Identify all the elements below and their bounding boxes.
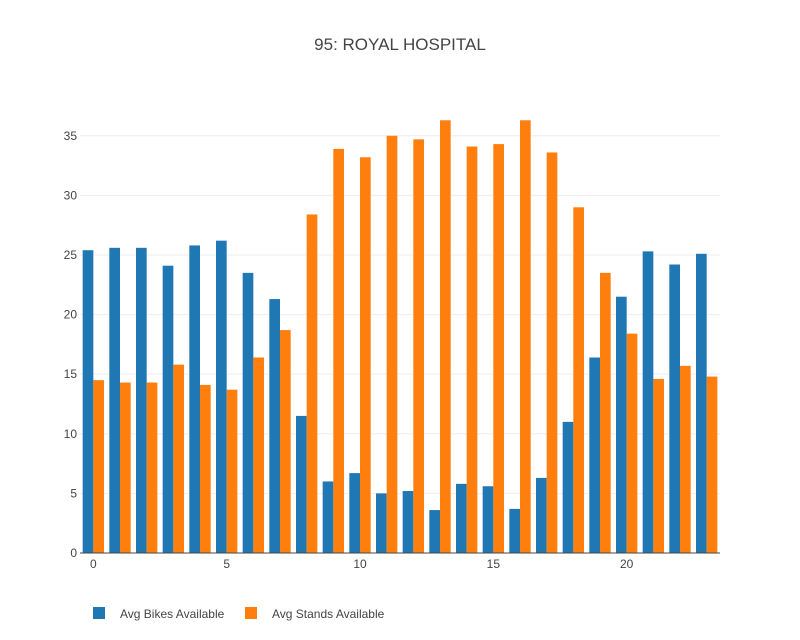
legend-label: Avg Stands Available [272, 607, 385, 621]
legend: Avg Bikes Available Avg Stands Available [93, 607, 385, 621]
bar-bikes [189, 245, 200, 553]
bar-stands [280, 330, 291, 553]
bar-bikes [429, 510, 440, 553]
bar-stands [413, 139, 424, 553]
bar-bikes [242, 272, 254, 553]
x-tick-label: 15 [487, 557, 501, 571]
legend-label: Avg Bikes Available [120, 607, 225, 621]
bar-stands [360, 157, 371, 553]
y-tick-label: 10 [64, 427, 78, 441]
gridlines [80, 135, 720, 494]
bar-stands [466, 146, 478, 554]
bar-bikes [109, 247, 120, 553]
x-tick-label: 5 [223, 557, 230, 571]
bar-stands [600, 272, 611, 553]
bar-stands [626, 333, 638, 553]
bar-stands [146, 382, 158, 553]
bar-bikes [536, 477, 547, 553]
bar-bikes [349, 473, 360, 553]
legend-item[interactable]: Avg Bikes Available [93, 607, 225, 621]
legend-swatch [93, 607, 105, 619]
bar-stands [333, 148, 344, 553]
bar-bikes [136, 247, 147, 553]
y-tick-label: 20 [64, 308, 78, 322]
y-tick-label: 0 [70, 546, 77, 560]
y-tick-label: 15 [64, 367, 78, 381]
y-tick-label: 30 [64, 188, 78, 202]
bar-bikes [216, 240, 227, 554]
bar-bikes [669, 264, 680, 553]
bar-bikes [642, 251, 654, 553]
bar-stands [93, 380, 104, 553]
bar-bikes [482, 486, 494, 553]
bar-bikes [509, 508, 520, 553]
bar-stands [546, 152, 558, 553]
bar-bikes [162, 265, 174, 553]
bar-stands [493, 144, 504, 554]
bar-stands [520, 120, 531, 554]
bar-stands [440, 120, 451, 554]
y-tick-label: 5 [70, 486, 77, 500]
legend-swatch [245, 607, 257, 619]
bar-stands [173, 364, 184, 553]
bar-stands [680, 365, 691, 553]
bar-stands [573, 207, 584, 554]
bar-bikes [402, 491, 414, 553]
bar-bikes [296, 415, 307, 553]
bar-bikes [562, 421, 574, 553]
bar-bikes [616, 296, 627, 553]
bar-bikes [269, 299, 280, 553]
bar-stands [120, 382, 131, 553]
y-tick-label: 25 [64, 248, 78, 262]
bar-stands [253, 357, 264, 553]
bar-stands [306, 214, 318, 553]
bar-bikes [82, 250, 94, 553]
bars [82, 120, 718, 554]
x-tick-label: 20 [620, 557, 634, 571]
bar-stands [653, 378, 664, 553]
bar-bikes [376, 493, 387, 553]
bar-bikes [322, 481, 334, 553]
axes: 0 5 10 15 20 25 30 35 0 5 10 15 20 [64, 129, 720, 571]
bar-bikes [589, 357, 600, 553]
legend-item[interactable]: Avg Stands Available [245, 607, 385, 621]
x-tick-label: 10 [353, 557, 367, 571]
bar-stands [200, 384, 211, 553]
x-tick-label: 0 [90, 557, 97, 571]
chart-title: 95: ROYAL HOSPITAL [314, 35, 486, 54]
bar-bikes [456, 483, 467, 553]
y-tick-label: 35 [64, 129, 78, 143]
bar-stands [226, 389, 238, 553]
bar-bikes [696, 253, 707, 553]
bar-stands [386, 135, 398, 553]
bar-stands [706, 376, 718, 553]
